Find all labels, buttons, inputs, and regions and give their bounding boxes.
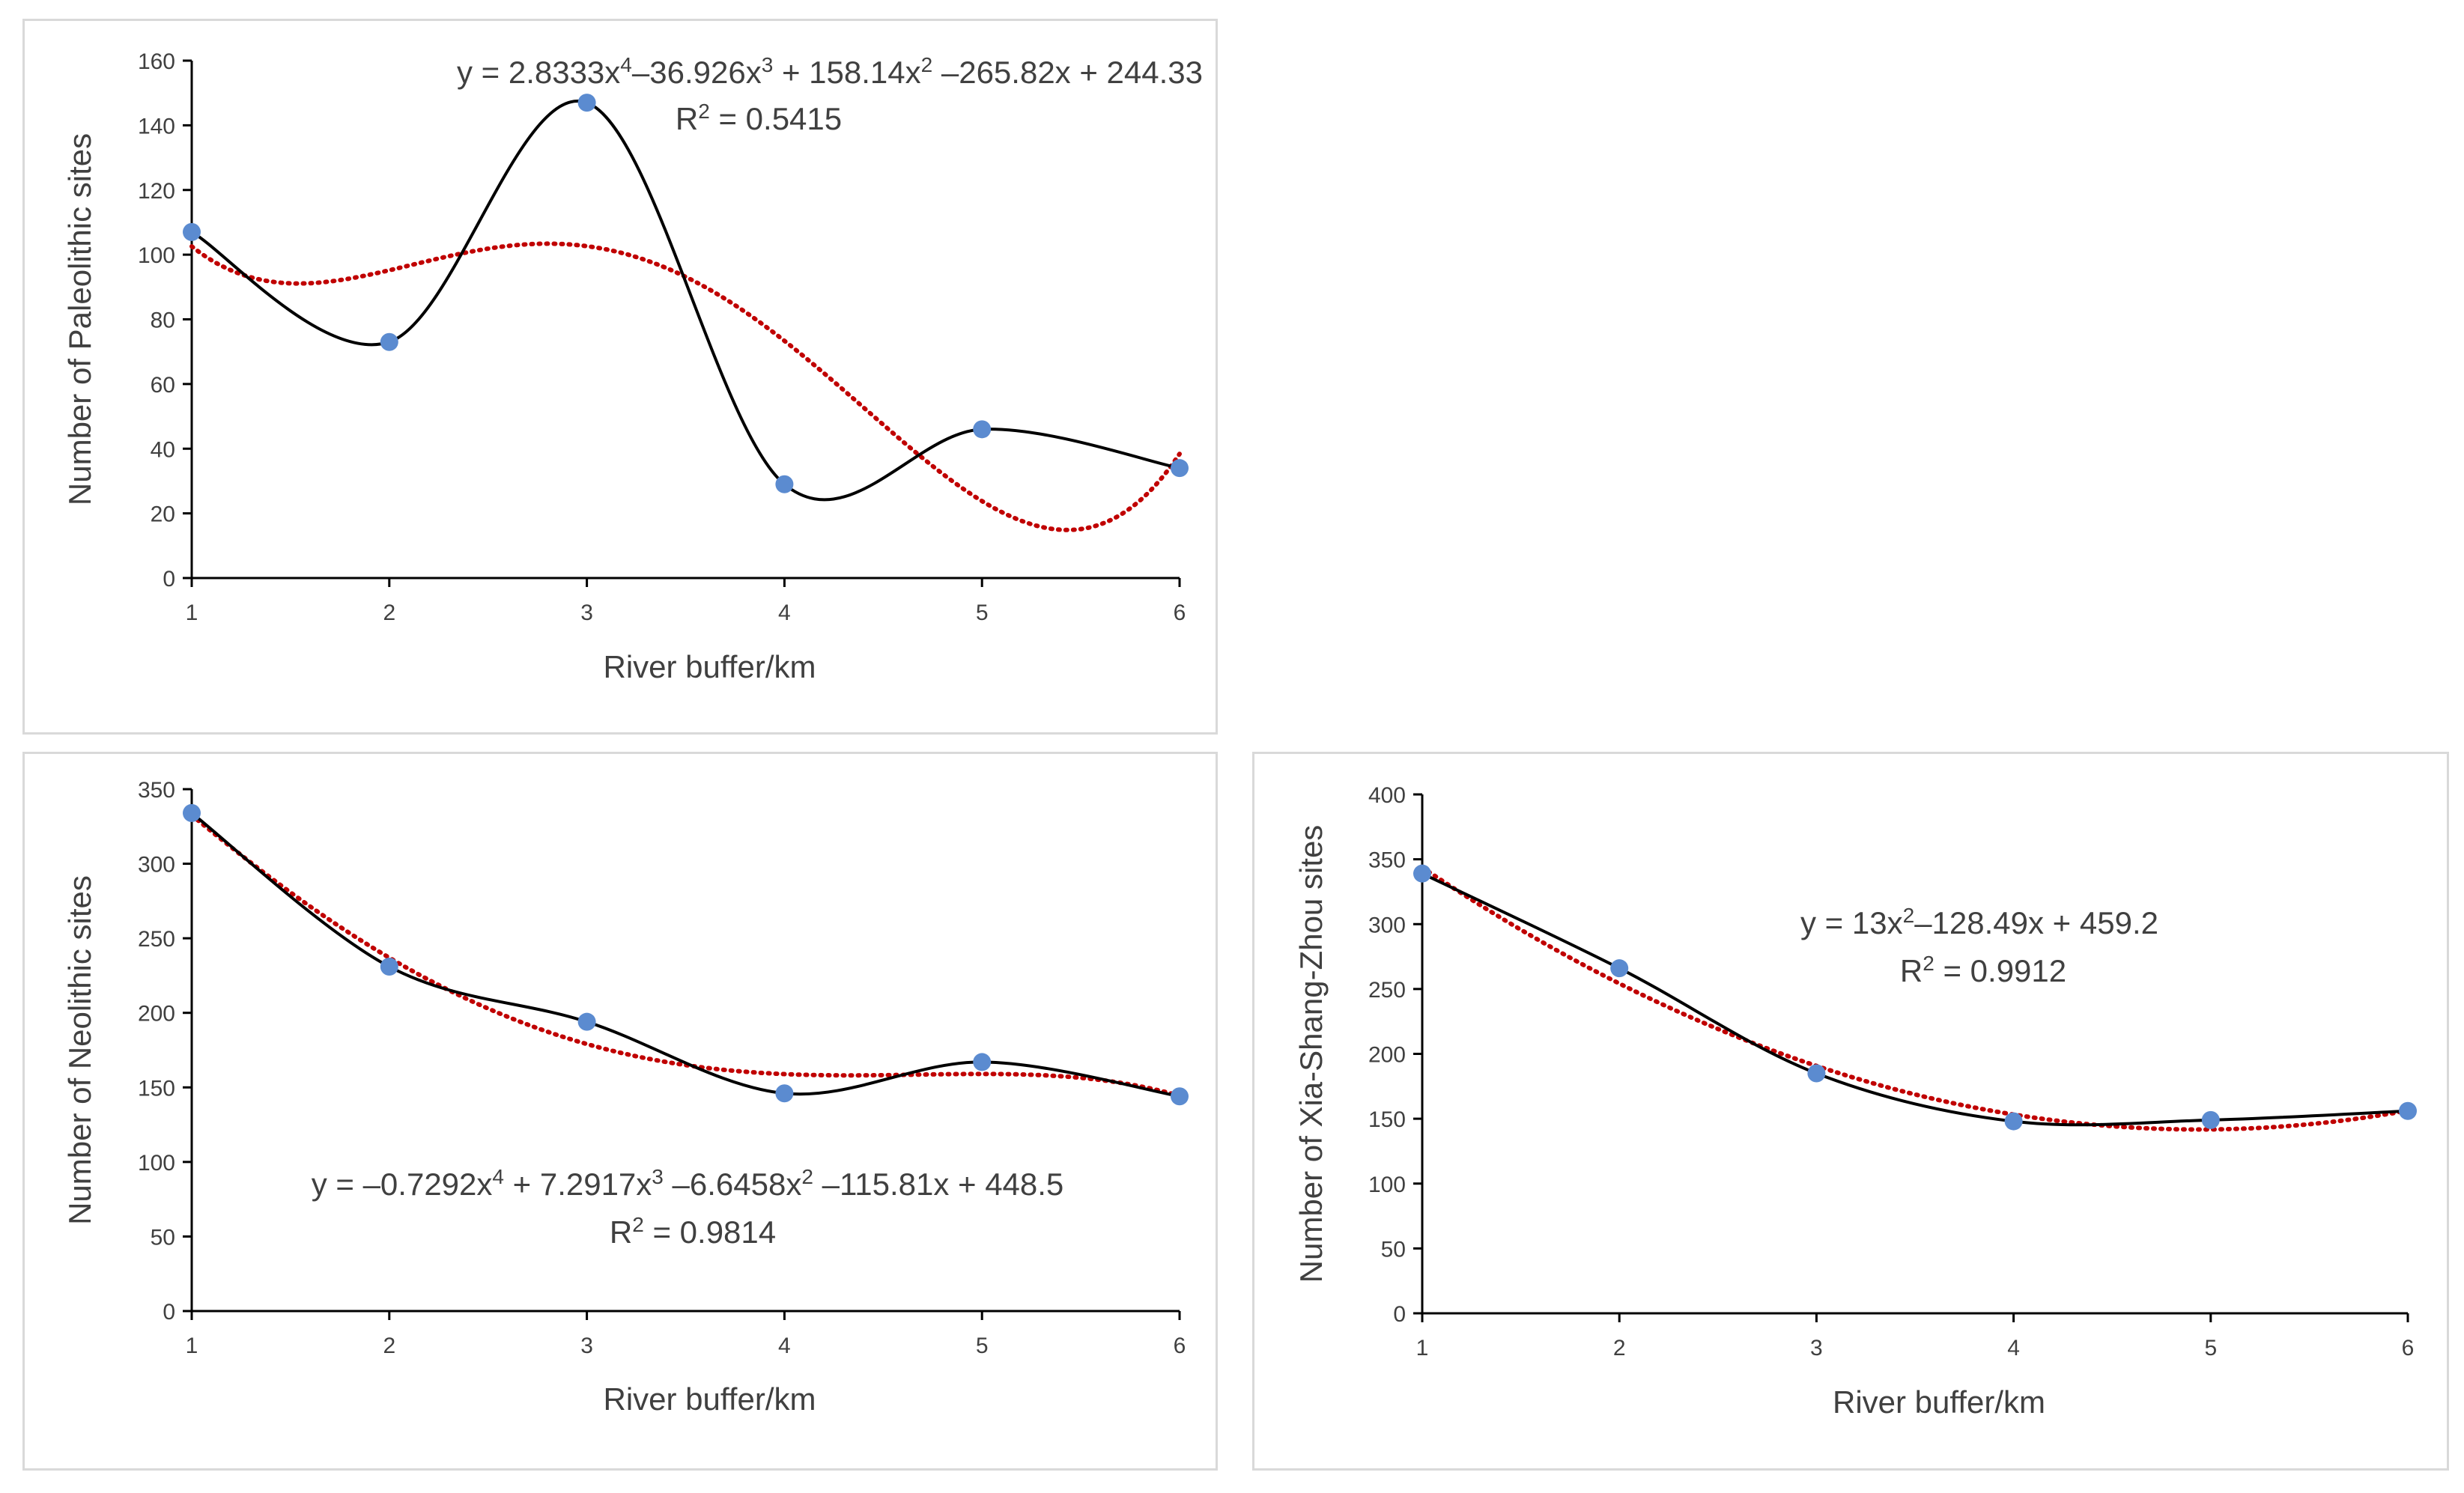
y-tick-label: 0 <box>163 567 175 592</box>
neolithic-chart: 0 50 100 150 200 250 300 350 1 2 3 4 5 6 River buffer/… <box>62 778 1189 1417</box>
x-tick-label: 5 <box>976 1334 989 1358</box>
y-tick-label: 300 <box>138 853 175 878</box>
y-tick-label: 160 <box>138 49 175 74</box>
y-tick-label: 40 <box>151 437 175 462</box>
y-tick-label: 200 <box>138 1002 175 1027</box>
chart-panel-neolithic: 0 50 100 150 200 250 300 350 1 2 3 4 5 6 River buffer/… <box>22 752 1218 1471</box>
xia-shang-zhou-chart: 0 50 100 150 200 250 300 350 400 1 2 3 4 5 6 River buff… <box>1293 783 2417 1420</box>
y-tick-label: 80 <box>151 308 175 333</box>
x-tick-label: 3 <box>580 600 593 625</box>
trendline-series <box>1420 865 2410 1132</box>
data-point <box>775 475 794 493</box>
x-tick-label: 1 <box>186 600 198 625</box>
y-tick-label: 120 <box>138 179 175 204</box>
x-tick-label: 4 <box>2007 1336 2020 1360</box>
trendline-series <box>189 812 1182 1098</box>
x-tick-label: 1 <box>186 1334 198 1358</box>
data-point <box>380 332 398 351</box>
data-point <box>775 1084 794 1103</box>
x-tick-label: 5 <box>2204 1336 2217 1360</box>
x-tick-label: 3 <box>580 1334 593 1358</box>
x-tick-label: 2 <box>383 1334 395 1358</box>
y-tick-label: 350 <box>1368 848 1406 873</box>
y-tick-label: 0 <box>163 1300 175 1325</box>
x-tick-label: 4 <box>778 600 791 625</box>
observed-series-line <box>191 99 1180 502</box>
data-point <box>1807 1064 1826 1083</box>
y-tick-label: 100 <box>1368 1173 1406 1197</box>
y-tick-label: 300 <box>1368 913 1406 937</box>
y-axis-title: Number of Xia-Shang-Zhou sites <box>1293 825 1329 1283</box>
data-point <box>2004 1112 2023 1131</box>
trendline-series <box>189 241 1182 532</box>
y-tick-label: 100 <box>138 243 175 268</box>
trendline-equation: y = –0.7292x4 + 7.2917x3 –6.6458x2 –115.… <box>312 1165 1064 1202</box>
x-tick-label: 4 <box>778 1334 791 1358</box>
data-point <box>2201 1110 2220 1129</box>
x-tick-label: 6 <box>1174 600 1186 625</box>
y-tick-label: 150 <box>138 1076 175 1101</box>
y-tick-label: 50 <box>1381 1237 1406 1262</box>
trendline-equation: y = 2.8333x4–36.926x3 + 158.14x2 –265.82… <box>457 53 1203 91</box>
y-axis-title: Number of Paleolithic sites <box>62 133 97 505</box>
x-tick-label: 3 <box>1810 1336 1823 1360</box>
y-tick-label: 50 <box>151 1225 175 1250</box>
observed-series-line <box>1421 872 2409 1127</box>
data-point <box>1171 459 1189 478</box>
x-axis-title: River buffer/km <box>604 1381 816 1417</box>
x-tick-label: 5 <box>976 600 989 625</box>
data-point <box>183 803 201 822</box>
x-tick-label: 6 <box>2402 1336 2415 1360</box>
data-point <box>973 1053 992 1071</box>
y-tick-label: 140 <box>138 114 175 139</box>
chart-panel-xia-shang-zhou: 0 50 100 150 200 250 300 350 400 1 2 3 4 5 6 River buff… <box>1252 752 2449 1471</box>
data-point <box>973 420 992 439</box>
data-point <box>577 94 596 112</box>
chart-panel-paleolithic: 0 20 40 60 80 100 120 140 160 1 2 3 4 5 6 River buffer/… <box>22 19 1218 735</box>
data-point <box>183 222 201 241</box>
y-tick-label: 100 <box>138 1151 175 1176</box>
data-point <box>2399 1101 2417 1120</box>
data-point <box>1610 959 1629 978</box>
y-tick-label: 400 <box>1368 783 1406 808</box>
y-tick-label: 0 <box>1393 1302 1406 1327</box>
x-tick-label: 6 <box>1174 1334 1186 1358</box>
y-tick-label: 250 <box>1368 978 1406 1003</box>
r-squared-label: R2 = 0.5415 <box>676 100 842 137</box>
x-axis-title: River buffer/km <box>1833 1384 2045 1420</box>
data-point <box>1413 864 1431 883</box>
x-tick-label: 2 <box>1613 1336 1626 1360</box>
y-tick-label: 250 <box>138 927 175 952</box>
y-tick-label: 350 <box>138 778 175 803</box>
x-tick-label: 2 <box>383 600 395 625</box>
y-tick-label: 60 <box>151 373 175 398</box>
observed-series-line <box>190 812 1180 1098</box>
data-point <box>1171 1087 1189 1106</box>
data-point <box>577 1012 596 1031</box>
y-tick-label: 200 <box>1368 1043 1406 1068</box>
r-squared-label: R2 = 0.9814 <box>610 1213 776 1250</box>
data-point <box>380 957 398 976</box>
r-squared-label: R2 = 0.9912 <box>1900 952 2066 989</box>
paleolithic-chart: 0 20 40 60 80 100 120 140 160 1 2 3 4 5 6 River buffer/… <box>62 49 1203 684</box>
x-axis-title: River buffer/km <box>604 649 816 684</box>
x-tick-label: 1 <box>1416 1336 1429 1360</box>
y-axis-title: Number of Neolithic sites <box>62 875 97 1225</box>
trendline-equation: y = 13x2–128.49x + 459.2 <box>1800 904 2158 941</box>
y-tick-label: 150 <box>1368 1107 1406 1132</box>
y-tick-label: 20 <box>151 502 175 527</box>
